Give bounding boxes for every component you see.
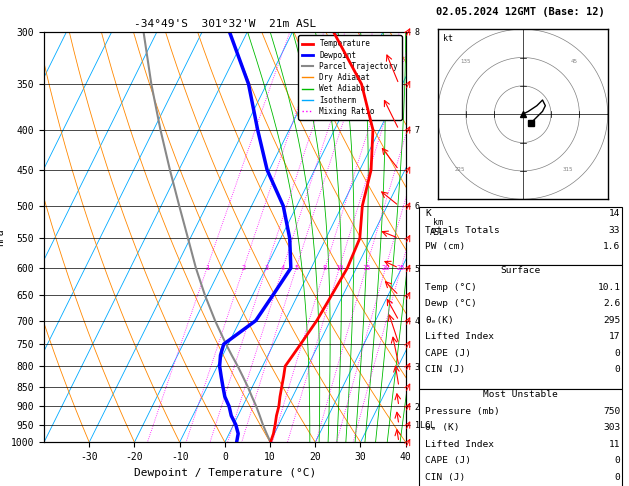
Text: θₑ (K): θₑ (K) <box>425 423 460 433</box>
Text: 1: 1 <box>205 265 209 271</box>
Y-axis label: hPa: hPa <box>0 228 5 246</box>
Title: -34°49'S  301°32'W  21m ASL: -34°49'S 301°32'W 21m ASL <box>134 19 316 30</box>
Text: 0: 0 <box>615 473 620 482</box>
Text: 02.05.2024 12GMT (Base: 12): 02.05.2024 12GMT (Base: 12) <box>436 7 605 17</box>
Text: 25: 25 <box>397 265 405 271</box>
Text: θₑ(K): θₑ(K) <box>425 316 454 325</box>
X-axis label: Dewpoint / Temperature (°C): Dewpoint / Temperature (°C) <box>134 468 316 478</box>
Text: 11: 11 <box>609 440 620 449</box>
Bar <box>418 207 623 265</box>
Text: 5: 5 <box>294 265 298 271</box>
Text: 4: 4 <box>281 265 285 271</box>
Text: 14: 14 <box>609 209 620 218</box>
Text: 0: 0 <box>615 365 620 375</box>
Text: 3: 3 <box>264 265 269 271</box>
Text: CAPE (J): CAPE (J) <box>425 456 471 466</box>
Text: 0: 0 <box>615 456 620 466</box>
Text: 295: 295 <box>603 316 620 325</box>
Bar <box>418 389 623 486</box>
Text: Pressure (mb): Pressure (mb) <box>425 407 500 416</box>
Text: 2: 2 <box>242 265 246 271</box>
Bar <box>418 265 623 389</box>
Text: 8: 8 <box>323 265 327 271</box>
Text: Totals Totals: Totals Totals <box>425 226 500 235</box>
Text: 1.6: 1.6 <box>603 242 620 251</box>
Text: 17: 17 <box>609 332 620 342</box>
Legend: Temperature, Dewpoint, Parcel Trajectory, Dry Adiabat, Wet Adiabat, Isotherm, Mi: Temperature, Dewpoint, Parcel Trajectory… <box>298 35 402 120</box>
Text: 2.6: 2.6 <box>603 299 620 309</box>
Text: Most Unstable: Most Unstable <box>483 390 558 399</box>
Text: 10.1: 10.1 <box>598 283 620 292</box>
Text: Dewp (°C): Dewp (°C) <box>425 299 477 309</box>
Y-axis label: km
ASL: km ASL <box>430 218 445 237</box>
Text: CIN (J): CIN (J) <box>425 365 465 375</box>
Text: 0: 0 <box>615 349 620 358</box>
Text: Lifted Index: Lifted Index <box>425 332 494 342</box>
Text: Lifted Index: Lifted Index <box>425 440 494 449</box>
Text: 750: 750 <box>603 407 620 416</box>
Text: 10: 10 <box>335 265 343 271</box>
Text: 20: 20 <box>381 265 390 271</box>
Text: 15: 15 <box>362 265 370 271</box>
Text: CIN (J): CIN (J) <box>425 473 465 482</box>
Text: Temp (°C): Temp (°C) <box>425 283 477 292</box>
Text: 33: 33 <box>609 226 620 235</box>
Text: 303: 303 <box>603 423 620 433</box>
Text: Surface: Surface <box>501 266 540 276</box>
Text: PW (cm): PW (cm) <box>425 242 465 251</box>
Text: CAPE (J): CAPE (J) <box>425 349 471 358</box>
Text: K: K <box>425 209 431 218</box>
